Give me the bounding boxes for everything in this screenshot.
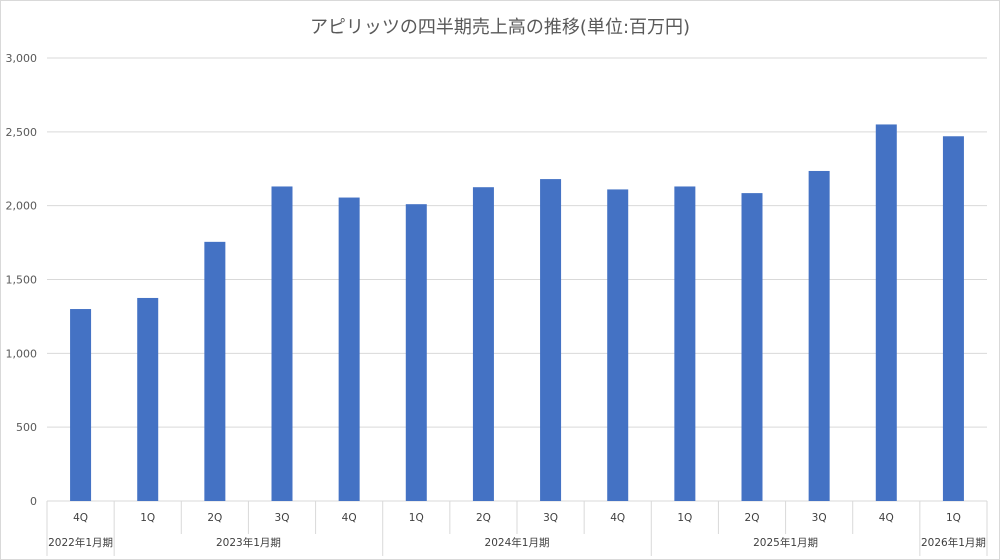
bar (70, 309, 92, 501)
gridlines (47, 57, 987, 502)
y-tick-label: 0 (30, 495, 37, 508)
y-tick-label: 500 (16, 421, 37, 434)
bar (472, 187, 494, 502)
bars (70, 124, 964, 502)
x-tick-label: 4Q (879, 512, 894, 524)
y-tick-label: 1,000 (6, 347, 38, 360)
x-tick-label: 3Q (275, 512, 290, 524)
bar (607, 189, 629, 501)
x-tick-label: 1Q (677, 512, 692, 524)
bar (808, 170, 830, 501)
x-tick-label: 2Q (745, 512, 760, 524)
period-label: 2024年1月期 (485, 536, 550, 549)
bar (338, 197, 360, 502)
x-tick-label: 4Q (610, 512, 625, 524)
x-tick-label: 4Q (73, 512, 88, 524)
y-tick-label: 1,500 (6, 274, 38, 287)
period-label: 2025年1月期 (753, 536, 818, 549)
period-label: 2026年1月期 (921, 536, 986, 549)
x-tick-label: 2Q (476, 512, 491, 524)
bar (271, 186, 293, 501)
y-tick-label: 2,500 (6, 126, 38, 139)
period-label: 2023年1月期 (216, 536, 281, 549)
chart-title: アピリッツの四半期売上高の推移(単位:百万円) (310, 17, 690, 38)
bar (540, 179, 562, 501)
bar (405, 204, 427, 501)
y-axis-ticks: 0 500 1,000 1,500 2,000 2,500 3,000 (6, 52, 38, 508)
bar (674, 186, 696, 501)
x-tick-label: 1Q (946, 512, 961, 524)
bar (137, 297, 159, 501)
x-tick-label: 1Q (409, 512, 424, 524)
x-tick-label: 2Q (207, 512, 222, 524)
y-tick-label: 2,000 (6, 200, 38, 213)
bar (204, 241, 226, 501)
category-axis: 4Q 1Q 2Q 3Q 4Q 1Q 2Q 3Q 4Q 1Q 2Q 3Q 4Q 1Q 2022年1月期 2023… (46, 501, 988, 556)
x-tick-label: 4Q (342, 512, 357, 524)
y-tick-label: 3,000 (6, 52, 38, 65)
x-tick-label: 1Q (140, 512, 155, 524)
bar (875, 124, 897, 501)
bar (741, 193, 763, 502)
bar (942, 136, 964, 501)
period-label: 2022年1月期 (48, 536, 113, 549)
x-tick-label: 3Q (812, 512, 827, 524)
x-tick-label: 3Q (543, 512, 558, 524)
